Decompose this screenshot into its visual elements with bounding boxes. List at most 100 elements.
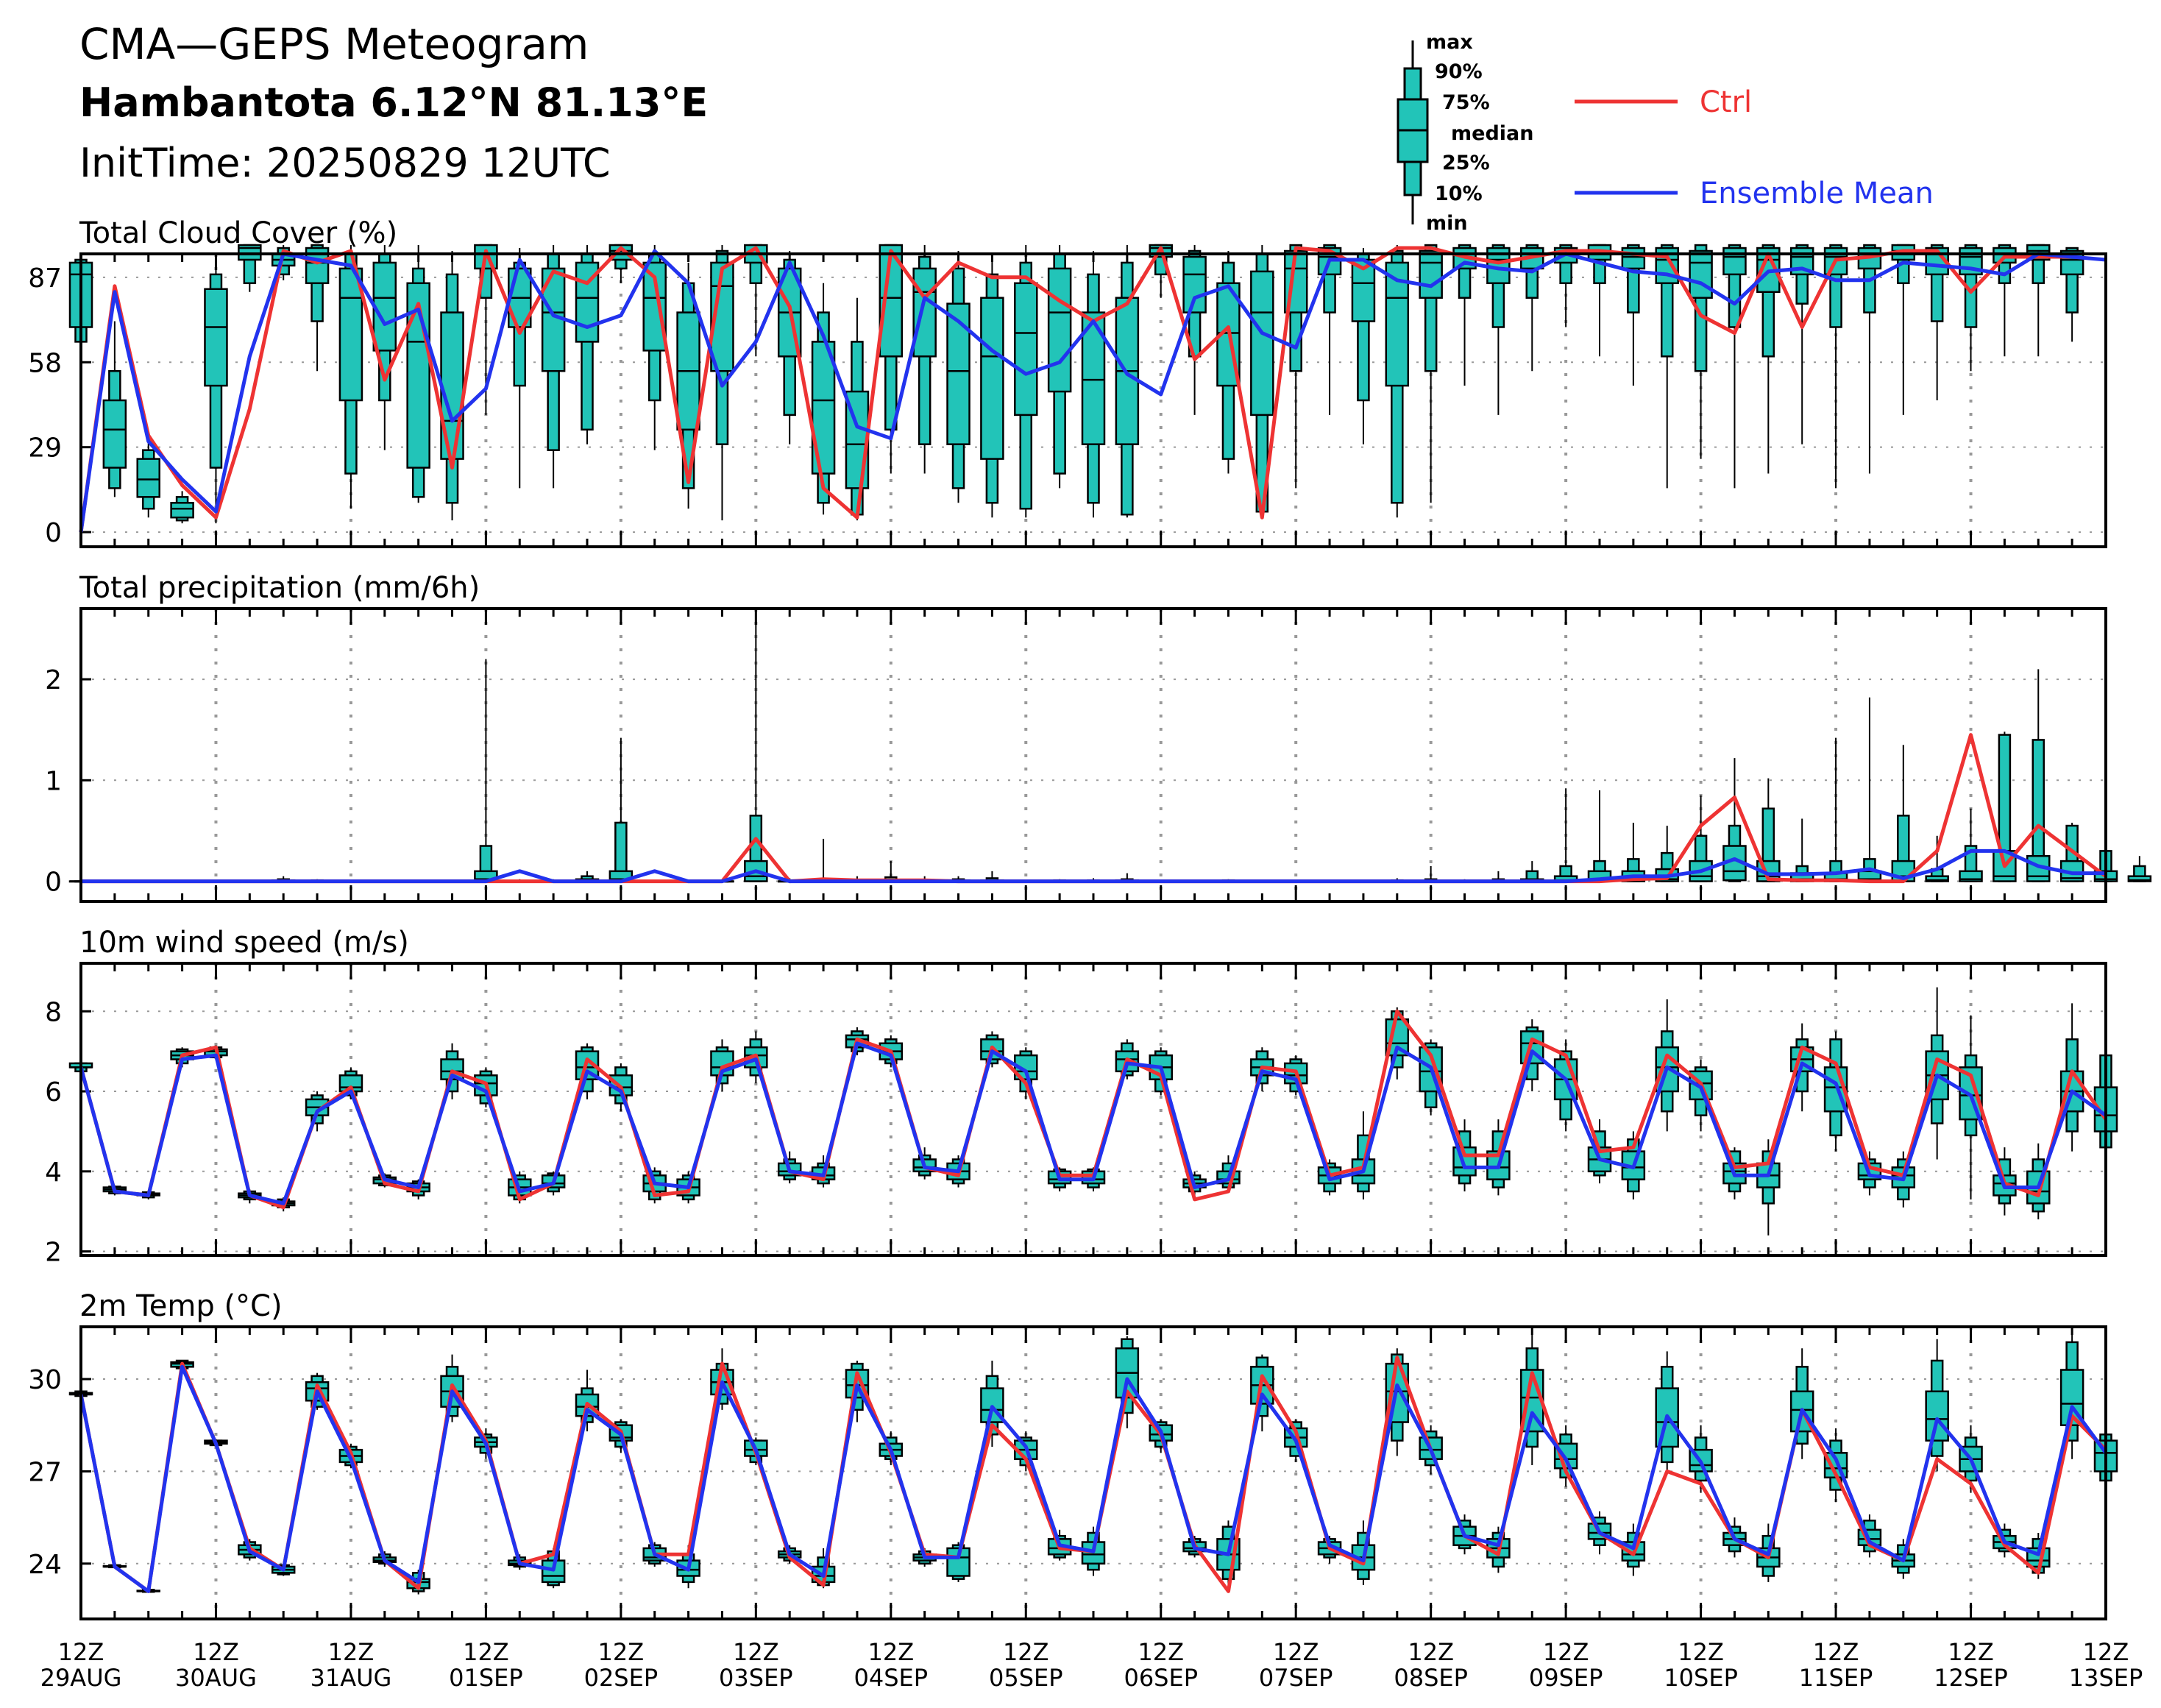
box-plot xyxy=(1789,244,1814,444)
x-hour-label: 12Z xyxy=(733,1638,779,1666)
box-plot xyxy=(1857,697,1882,882)
box-plot xyxy=(1689,1059,1713,1132)
box-plot xyxy=(136,435,160,518)
y-tick-label: 2 xyxy=(45,665,62,695)
panel-title: 2m Temp (°C) xyxy=(79,1289,283,1323)
box-25-75 xyxy=(204,288,228,387)
box-plot xyxy=(541,245,566,489)
box-25-75 xyxy=(170,502,194,519)
x-hour-label: 12Z xyxy=(1948,1638,1994,1666)
box-25-75 xyxy=(912,267,937,358)
panel-frame xyxy=(79,1325,2107,1620)
box-plot xyxy=(1655,999,1679,1132)
box-25-75 xyxy=(1925,1390,1949,1442)
box-plot xyxy=(1115,245,1140,518)
x-hour-label: 12Z xyxy=(1003,1638,1049,1666)
x-hour-label: 12Z xyxy=(1543,1638,1589,1666)
box-plot xyxy=(608,244,634,283)
x-date-label: 30AUG xyxy=(175,1664,257,1692)
box-25-75 xyxy=(372,261,397,352)
box-plot xyxy=(406,245,430,503)
box-plot xyxy=(1317,244,1342,415)
x-hour-label: 12Z xyxy=(328,1638,375,1666)
box-plot xyxy=(1722,758,1747,882)
box-25-75 xyxy=(2127,875,2152,882)
ctrl-line xyxy=(79,246,2073,533)
x-hour-label: 12Z xyxy=(598,1638,645,1666)
box-plot xyxy=(879,861,904,882)
box-25-75 xyxy=(1722,247,1747,276)
x-hour-label: 12Z xyxy=(463,1638,509,1666)
box-plot xyxy=(1014,245,1038,518)
panel-frame xyxy=(79,252,2107,548)
y-tick-label: 1 xyxy=(45,766,62,796)
box-plot xyxy=(1959,1015,1983,1200)
legend-box-label: min xyxy=(1426,212,1468,235)
box-plot xyxy=(440,251,464,521)
init-time: InitTime: 20250829 12UTC xyxy=(79,140,611,186)
ensemble-mean-line xyxy=(79,1364,2108,1593)
x-date-label: 11SEP xyxy=(1799,1664,1873,1692)
box-plot xyxy=(1553,788,1578,882)
box-plot xyxy=(1250,245,1274,518)
x-date-label: 09SEP xyxy=(1529,1664,1603,1692)
box-25-75 xyxy=(1014,282,1038,417)
box-plot xyxy=(1891,244,1916,415)
x-date-label: 07SEP xyxy=(1259,1664,1333,1692)
y-tick-label: 24 xyxy=(28,1550,62,1580)
box-25-75 xyxy=(1419,249,1443,299)
box-plot xyxy=(946,1542,971,1582)
x-hour-label: 12Z xyxy=(1273,1638,1319,1666)
box-25-75 xyxy=(1621,247,1646,270)
box-25-75 xyxy=(338,267,363,402)
legend-box-label: median xyxy=(1451,122,1533,145)
box-plot xyxy=(1891,745,1916,882)
y-tick-label: 0 xyxy=(45,518,62,548)
legend-box-label: 10% xyxy=(1435,183,1483,205)
y-tick-label: 87 xyxy=(28,263,62,294)
box-plot xyxy=(1081,251,1106,518)
box-25-75 xyxy=(1250,270,1274,417)
box-plot xyxy=(1756,778,1781,882)
box-25-75 xyxy=(102,399,127,469)
box-plot xyxy=(1419,244,1443,503)
box-plot xyxy=(2127,856,2152,882)
panel-4: 2m Temp (°C) 24 27 30 xyxy=(28,1289,2118,1620)
x-hour-label: 12Z xyxy=(1408,1638,1454,1666)
box-plot xyxy=(912,245,937,474)
box-plot xyxy=(1993,731,2017,882)
box-plot xyxy=(1419,1039,1443,1116)
box-plot xyxy=(1993,244,2017,357)
x-hour-label: 12Z xyxy=(2083,1638,2129,1666)
x-hour-label: 12Z xyxy=(1678,1638,1724,1666)
x-date-label: 29AUG xyxy=(40,1664,122,1692)
y-tick-label: 6 xyxy=(45,1077,62,1108)
box-plot xyxy=(2059,247,2084,342)
chart-title: CMA—GEPS Meteogram xyxy=(79,19,589,69)
box-plot xyxy=(1722,244,1747,489)
panel-3: 10m wind speed (m/s) 2 4 6 8 xyxy=(45,926,2118,1268)
x-date-label: 01SEP xyxy=(449,1664,523,1692)
box-plot xyxy=(2026,1143,2051,1220)
x-hour-label: 12Z xyxy=(1813,1638,1859,1666)
box-plot xyxy=(1655,826,1679,882)
ensemble-mean-line xyxy=(79,249,2107,533)
panel-frame xyxy=(79,607,2107,903)
y-tick-label: 2 xyxy=(45,1238,62,1268)
x-date-label: 10SEP xyxy=(1664,1664,1738,1692)
box-plot xyxy=(170,491,194,524)
box-25-75 xyxy=(946,302,971,445)
station-location: Hambantota 6.12°N 81.13°E xyxy=(79,79,709,126)
y-tick-label: 58 xyxy=(28,348,62,378)
x-date-label: 08SEP xyxy=(1394,1664,1468,1692)
x-axis-labels: 12Z29AUG12Z30AUG12Z31AUG12Z01SEP12Z02SEP… xyxy=(40,1638,2143,1692)
legend-box-label: 90% xyxy=(1435,60,1483,83)
box-25-75 xyxy=(1925,875,1949,882)
legend-box-label: max xyxy=(1426,31,1473,54)
box-plot xyxy=(1520,244,1544,372)
legend-box-label: 25% xyxy=(1442,152,1490,174)
box-plot xyxy=(474,659,498,882)
x-date-label: 04SEP xyxy=(854,1664,929,1692)
box-25-75 xyxy=(1182,255,1207,313)
